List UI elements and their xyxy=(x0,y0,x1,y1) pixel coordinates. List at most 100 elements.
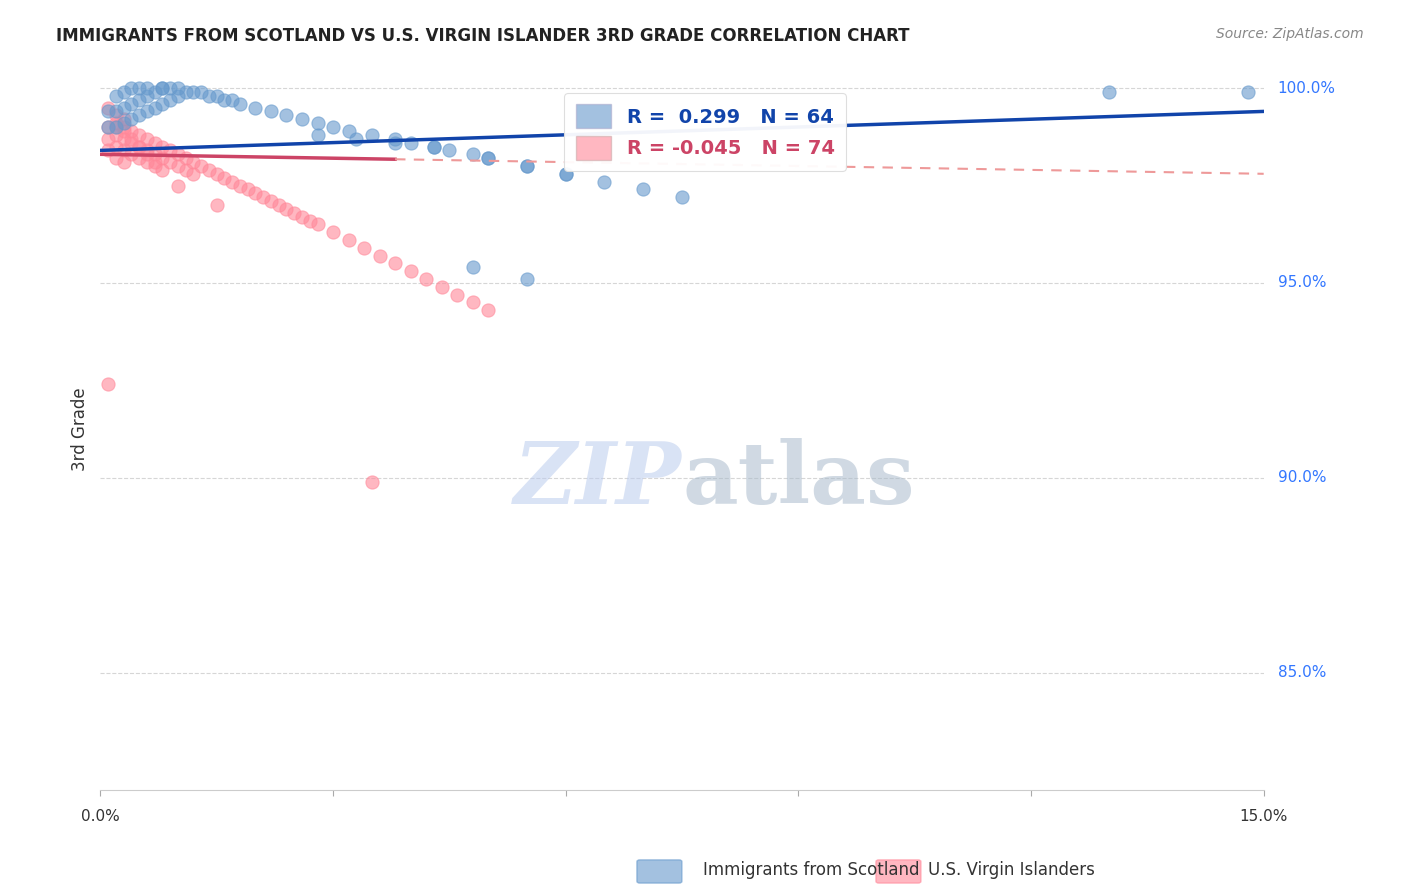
Point xyxy=(120,147,142,161)
Point xyxy=(221,93,243,107)
Point xyxy=(135,147,157,161)
Point xyxy=(135,104,157,119)
Text: Source: ZipAtlas.com: Source: ZipAtlas.com xyxy=(1216,27,1364,41)
Point xyxy=(143,159,166,173)
Point xyxy=(112,144,135,158)
Point xyxy=(477,303,499,318)
Point xyxy=(135,144,157,158)
Point xyxy=(159,81,181,95)
Point xyxy=(307,128,329,142)
Text: 15.0%: 15.0% xyxy=(1240,809,1288,824)
Point xyxy=(112,120,135,134)
Point xyxy=(120,81,142,95)
Point xyxy=(353,241,375,255)
Point xyxy=(1237,85,1260,99)
Point xyxy=(143,136,166,150)
Point xyxy=(267,198,290,212)
Point xyxy=(276,202,298,216)
Point xyxy=(554,167,576,181)
Point xyxy=(112,101,135,115)
Point xyxy=(360,475,382,489)
Point xyxy=(174,151,197,165)
Point xyxy=(477,151,499,165)
Point xyxy=(159,155,181,169)
Point xyxy=(221,175,243,189)
Point xyxy=(112,85,135,99)
Point xyxy=(167,88,190,103)
Point xyxy=(298,213,321,227)
Text: ZIP: ZIP xyxy=(515,438,682,522)
Point xyxy=(128,128,150,142)
Point xyxy=(183,85,205,99)
Point xyxy=(236,182,259,196)
Point xyxy=(593,175,616,189)
Point xyxy=(252,190,274,204)
Point xyxy=(104,151,127,165)
Point xyxy=(423,139,446,153)
Point xyxy=(283,206,305,220)
Point xyxy=(430,280,453,294)
Text: IMMIGRANTS FROM SCOTLAND VS U.S. VIRGIN ISLANDER 3RD GRADE CORRELATION CHART: IMMIGRANTS FROM SCOTLAND VS U.S. VIRGIN … xyxy=(56,27,910,45)
Point xyxy=(120,112,142,127)
Point xyxy=(104,120,127,134)
Point xyxy=(190,85,212,99)
Point xyxy=(167,147,190,161)
Point xyxy=(554,167,576,181)
Point xyxy=(631,182,654,196)
Point xyxy=(104,108,127,122)
Point xyxy=(205,88,228,103)
Point xyxy=(307,116,329,130)
Point xyxy=(399,136,422,150)
Point xyxy=(291,210,314,224)
Point xyxy=(143,85,166,99)
Point xyxy=(143,155,166,169)
Point xyxy=(104,128,127,142)
Point xyxy=(135,155,157,169)
Point xyxy=(198,88,221,103)
Text: U.S. Virgin Islanders: U.S. Virgin Islanders xyxy=(928,861,1095,879)
Point xyxy=(152,96,174,111)
Point xyxy=(260,104,283,119)
Point xyxy=(245,101,267,115)
Point xyxy=(439,144,461,158)
Point xyxy=(190,159,212,173)
Point xyxy=(516,272,538,286)
Point xyxy=(384,136,406,150)
Point xyxy=(128,93,150,107)
Point xyxy=(112,124,135,138)
Text: 0.0%: 0.0% xyxy=(82,809,120,824)
Point xyxy=(167,159,190,173)
Text: atlas: atlas xyxy=(682,438,914,522)
Point xyxy=(135,88,157,103)
Point xyxy=(360,128,382,142)
Point xyxy=(260,194,283,208)
Point xyxy=(104,120,127,134)
Point xyxy=(344,132,367,146)
Point xyxy=(198,162,221,177)
Point xyxy=(97,132,120,146)
Point xyxy=(446,287,468,301)
Point xyxy=(183,167,205,181)
Point xyxy=(461,260,484,275)
Point xyxy=(104,116,127,130)
Point xyxy=(516,159,538,173)
Point xyxy=(97,120,120,134)
Point xyxy=(307,218,329,232)
Point xyxy=(477,151,499,165)
Point xyxy=(167,81,190,95)
Point xyxy=(120,132,142,146)
Point xyxy=(120,136,142,150)
Point xyxy=(143,147,166,161)
Point xyxy=(135,81,157,95)
Point xyxy=(423,139,446,153)
Point xyxy=(104,88,127,103)
Point xyxy=(152,162,174,177)
Point xyxy=(291,112,314,127)
Point xyxy=(128,139,150,153)
Point xyxy=(229,96,252,111)
Point xyxy=(152,151,174,165)
Point xyxy=(461,295,484,310)
Point xyxy=(322,225,344,239)
Point xyxy=(174,162,197,177)
Point xyxy=(1097,85,1119,99)
